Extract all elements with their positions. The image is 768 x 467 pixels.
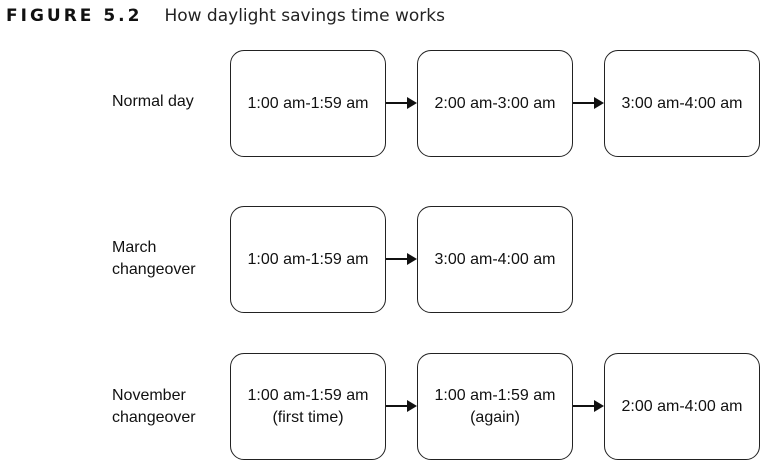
arrow-right-icon bbox=[573, 97, 604, 109]
time-box-line: 1:00 am-1:59 am bbox=[247, 94, 369, 112]
row-label-normal-day: Normal day bbox=[112, 91, 222, 113]
time-box-line: 2:00 am-3:00 am bbox=[434, 94, 556, 112]
row-label-line: Normal day bbox=[112, 93, 194, 110]
row-label-november-changeover: November changeover bbox=[112, 385, 222, 429]
time-box-line: 3:00 am-4:00 am bbox=[434, 250, 556, 268]
time-box-line: 1:00 am-1:59 am bbox=[247, 386, 369, 404]
time-box-line: 2:00 am-4:00 am bbox=[621, 397, 743, 415]
time-box-november-3: 2:00 am-4:00 am bbox=[604, 353, 760, 460]
figure-title: How daylight savings time works bbox=[164, 6, 445, 26]
time-box-normal-2: 2:00 am-3:00 am bbox=[417, 50, 573, 157]
time-box-normal-1: 1:00 am-1:59 am bbox=[230, 50, 386, 157]
time-box-march-2: 3:00 am-4:00 am bbox=[417, 206, 573, 313]
time-box-line: (first time) bbox=[272, 408, 344, 426]
time-box-march-1: 1:00 am-1:59 am bbox=[230, 206, 386, 313]
time-box-line: (again) bbox=[470, 408, 520, 426]
figure-label: FIGURE 5.2 bbox=[6, 6, 143, 26]
time-box-line: 1:00 am-1:59 am bbox=[434, 386, 556, 404]
time-box-line: 1:00 am-1:59 am bbox=[247, 250, 369, 268]
row-label-line: changeover bbox=[112, 409, 196, 426]
arrow-right-icon bbox=[573, 400, 604, 412]
row-label-line: March bbox=[112, 239, 157, 256]
time-box-line: 3:00 am-4:00 am bbox=[621, 94, 743, 112]
time-box-normal-3: 3:00 am-4:00 am bbox=[604, 50, 760, 157]
arrow-right-icon bbox=[386, 97, 417, 109]
row-label-march-changeover: March changeover bbox=[112, 237, 222, 281]
row-label-line: changeover bbox=[112, 261, 196, 278]
time-box-november-1: 1:00 am-1:59 am (first time) bbox=[230, 353, 386, 460]
figure-caption: FIGURE 5.2 How daylight savings time wor… bbox=[6, 6, 445, 30]
time-box-november-2: 1:00 am-1:59 am (again) bbox=[417, 353, 573, 460]
arrow-right-icon bbox=[386, 400, 417, 412]
row-label-line: November bbox=[112, 387, 186, 404]
arrow-right-icon bbox=[386, 253, 417, 265]
